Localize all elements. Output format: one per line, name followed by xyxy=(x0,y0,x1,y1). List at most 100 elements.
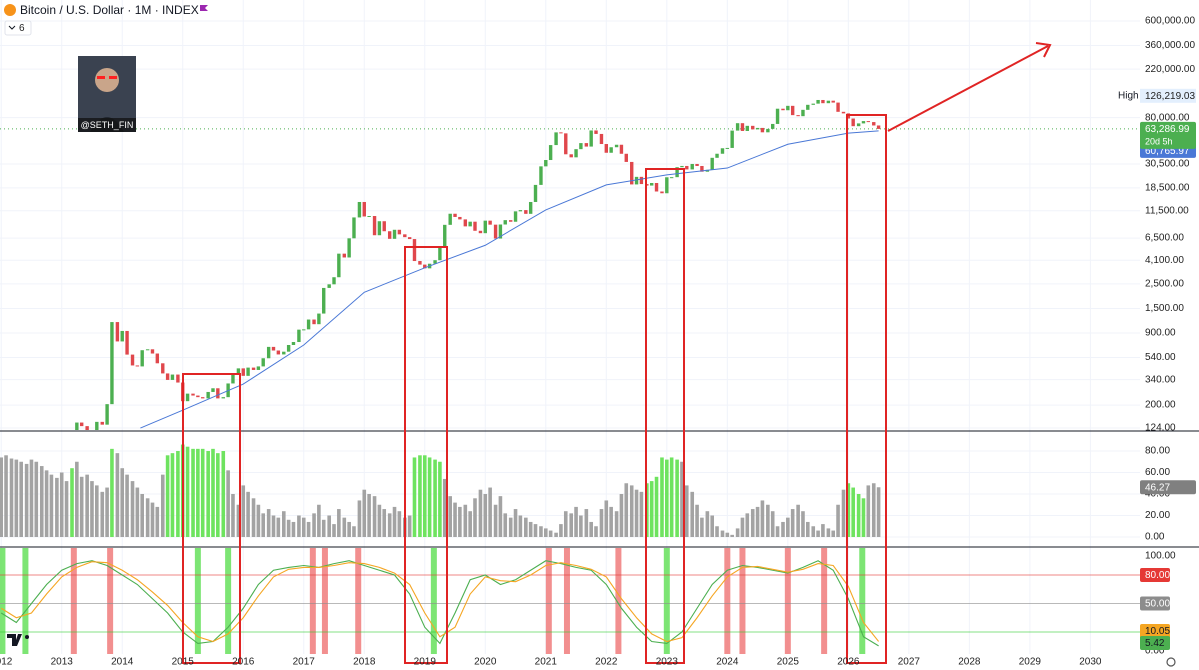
x-tick-label: 2016 xyxy=(232,657,255,668)
candle xyxy=(735,123,740,131)
histogram-bar xyxy=(649,481,654,537)
histogram-bar xyxy=(216,453,220,537)
histogram-bar xyxy=(458,506,462,537)
logo-mark xyxy=(7,634,22,646)
histogram-bar xyxy=(856,494,861,537)
histogram-bar xyxy=(589,521,593,537)
candle xyxy=(125,330,129,355)
y-tick-label: 18,500.00 xyxy=(1145,183,1190,194)
histogram-bar xyxy=(362,489,367,537)
candle xyxy=(533,184,538,202)
flag-icon[interactable] xyxy=(200,5,208,11)
candle xyxy=(276,350,281,355)
histogram-bar xyxy=(871,483,876,537)
histogram-bar xyxy=(170,453,175,537)
candle xyxy=(236,368,241,375)
highlight-box xyxy=(182,373,241,664)
signal-bar xyxy=(545,548,552,654)
countdown-label: 20d 5h xyxy=(1145,136,1173,146)
candle xyxy=(609,147,613,153)
candle xyxy=(185,393,190,402)
highlight-box xyxy=(404,246,448,664)
y-tick-label: 20.00 xyxy=(1145,510,1170,521)
candle xyxy=(478,230,483,234)
candle xyxy=(760,127,765,133)
histogram-bar xyxy=(14,459,19,537)
candle xyxy=(660,191,664,194)
histogram-bar xyxy=(513,509,518,537)
candle xyxy=(740,123,745,131)
x-tick-label: 2027 xyxy=(898,657,921,668)
histogram-bar xyxy=(327,515,331,537)
signal-bar xyxy=(321,548,328,654)
candle xyxy=(786,105,790,111)
candle xyxy=(498,224,503,239)
histogram-bar xyxy=(781,521,785,537)
histogram-bar xyxy=(246,491,250,537)
level-badge-bg xyxy=(1140,568,1170,582)
symbol-title: Bitcoin / U.S. Dollar · 1M · INDEX xyxy=(20,3,199,17)
histogram-bar xyxy=(271,515,276,537)
candle xyxy=(221,397,225,399)
histogram-bar xyxy=(9,458,14,537)
histogram-bar xyxy=(861,498,866,537)
candle xyxy=(654,182,659,192)
histogram-bar xyxy=(629,485,634,537)
histogram-bar xyxy=(604,500,609,537)
histogram-bar xyxy=(422,455,427,537)
histogram-bar xyxy=(579,515,583,537)
histogram-bar xyxy=(876,487,881,537)
settings-icon[interactable] xyxy=(1166,657,1176,667)
histogram-bar xyxy=(710,515,714,537)
watermark-bar xyxy=(78,118,136,132)
histogram-bar xyxy=(463,504,468,537)
candle xyxy=(256,366,261,370)
histogram-bar xyxy=(468,511,472,537)
y-tick-label: 6,500.00 xyxy=(1145,233,1184,244)
signal-bar xyxy=(22,548,29,654)
histogram-bar xyxy=(342,517,347,537)
histogram-bar xyxy=(524,517,528,537)
candle xyxy=(841,111,846,114)
histogram-bar xyxy=(115,453,120,537)
annotations xyxy=(182,42,1052,664)
y-tick-label: 0.00 xyxy=(1145,532,1165,543)
histogram-bar xyxy=(775,526,780,537)
candle xyxy=(513,211,518,222)
indicators-toggle[interactable] xyxy=(4,20,32,36)
histogram-bar xyxy=(750,509,755,537)
signal-bar xyxy=(563,548,570,654)
candle xyxy=(539,166,543,185)
histogram-bar xyxy=(665,459,669,537)
histogram-bar xyxy=(675,459,679,537)
candle xyxy=(306,319,311,330)
candle xyxy=(372,216,377,236)
candle xyxy=(836,102,840,112)
candle xyxy=(70,442,73,443)
signal-bar xyxy=(0,548,6,654)
x-tick-label: 2022 xyxy=(595,657,618,668)
histogram-bar xyxy=(256,504,261,537)
candle xyxy=(170,374,175,380)
histogram-bar xyxy=(125,474,129,537)
signal-bar xyxy=(430,548,437,654)
candle xyxy=(201,397,205,399)
candle xyxy=(155,353,160,364)
histogram-bar xyxy=(34,461,39,537)
signal-bar xyxy=(784,548,791,654)
histogram-bar xyxy=(700,517,704,537)
x-tick-label: 2021 xyxy=(535,657,558,668)
histogram-bar xyxy=(735,528,740,537)
histogram-bar xyxy=(19,461,23,537)
histogram-bar xyxy=(407,515,412,537)
candle xyxy=(191,393,195,396)
candle xyxy=(831,100,835,103)
candle xyxy=(649,182,654,186)
histogram-bar xyxy=(301,517,306,537)
histogram-bar xyxy=(684,485,689,537)
candle xyxy=(524,210,528,214)
candle xyxy=(79,422,84,427)
histogram-bar xyxy=(801,511,805,537)
histogram-bar xyxy=(211,448,215,537)
candle xyxy=(790,105,795,116)
